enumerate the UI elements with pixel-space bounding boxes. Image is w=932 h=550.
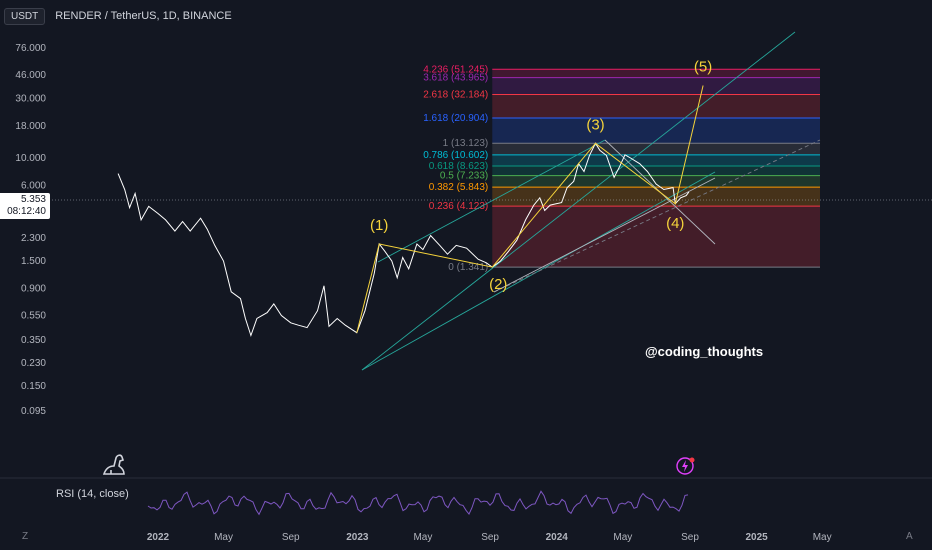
fibonacci-zones: 0 (1.341) 0.236 (4.123) 0.382 (5.843)0.5 (… xyxy=(423,64,820,273)
wave-label: (3) xyxy=(586,116,604,133)
time-tick-label: Sep xyxy=(481,532,499,543)
price-tick-label: 0.900 xyxy=(21,284,46,295)
channel-upper-line xyxy=(361,31,796,371)
rsi-line xyxy=(147,490,689,516)
elliott-wave-labels: (1) (2) (3) (4) (5) xyxy=(370,59,712,294)
price-tick-label: 6.000 xyxy=(21,181,46,192)
rsi-label[interactable]: RSI (14, close) xyxy=(56,488,129,500)
fib-zone xyxy=(492,69,820,78)
price-tick-label: 46.000 xyxy=(15,70,46,81)
fib-level-label: 1 (13.123) xyxy=(443,138,489,149)
wave-label: (1) xyxy=(370,217,388,234)
fib-zone xyxy=(492,206,820,268)
fib-zone xyxy=(492,94,820,118)
time-tick-label: 2022 xyxy=(147,532,170,543)
fib-zone xyxy=(492,175,820,188)
current-price: 5.353 xyxy=(20,194,46,205)
fib-zone xyxy=(492,154,820,167)
price-tick-label: 18.000 xyxy=(15,121,46,132)
fib-zone xyxy=(492,143,820,155)
fib-zone xyxy=(492,187,820,207)
time-tick-label: May xyxy=(813,532,832,543)
chart-header: USDT RENDER / TetherUS, 1D, BINANCE xyxy=(4,6,232,26)
watermark: @coding_thoughts xyxy=(645,344,763,359)
price-tick-label: 0.350 xyxy=(21,335,46,346)
fib-level-label: 0.236 (4.123) xyxy=(429,201,489,212)
bottom-left-letter[interactable]: Z xyxy=(22,531,29,542)
fib-level-label: 0.5 (7.233) xyxy=(440,171,488,182)
symbol-title: RENDER / TetherUS, 1D, BINANCE xyxy=(55,10,232,22)
fib-level-label: 0 (1.341) xyxy=(448,262,488,273)
fib-level-label: 0.382 (5.843) xyxy=(429,182,489,193)
price-series-line xyxy=(117,142,690,338)
dashed-trend-line xyxy=(493,139,821,293)
fib-zone xyxy=(492,166,820,176)
elliott-wave-lines xyxy=(356,85,704,333)
wave-label: (4) xyxy=(666,215,684,232)
current-price-tag: 5.353 08:12:40 xyxy=(0,193,50,219)
price-tick-label: 1.500 xyxy=(21,256,46,267)
time-tick-label: May xyxy=(613,532,632,543)
fib-zone xyxy=(492,77,820,95)
wave-label: (5) xyxy=(694,59,712,76)
rsi-pane xyxy=(0,477,932,516)
fib-level-label: 2.618 (32.184) xyxy=(423,90,488,101)
fib-level-label: 4.236 (51.245) xyxy=(423,64,488,75)
fib-level-label: 0.618 (8.623) xyxy=(429,161,489,172)
support-line xyxy=(493,177,716,293)
price-tick-label: 0.095 xyxy=(21,406,46,417)
price-tick-label: 0.150 xyxy=(21,381,46,392)
price-tick-label: 2.300 xyxy=(21,233,46,244)
price-tick-label: 76.000 xyxy=(15,43,46,54)
time-tick-label: Sep xyxy=(282,532,300,543)
time-tick-label: 2023 xyxy=(346,532,369,543)
elliott-wave-path xyxy=(356,85,704,333)
price-tick-label: 10.000 xyxy=(15,153,46,164)
time-tick-label: May xyxy=(214,532,233,543)
fib-level-label: 3.618 (43.965) xyxy=(423,73,488,84)
wave-label: (2) xyxy=(489,276,507,293)
time-tick-label: Sep xyxy=(681,532,699,543)
fib-level-label: 1.618 (20.904) xyxy=(423,113,488,124)
alert-bolt-icon[interactable] xyxy=(676,456,696,476)
price-tick-label: 0.230 xyxy=(21,358,46,369)
price-axis[interactable]: 76.00046.00030.00018.00010.0006.0003.500… xyxy=(15,43,46,417)
bar-countdown: 08:12:40 xyxy=(7,206,46,217)
price-tick-label: 0.550 xyxy=(21,310,46,321)
tradingview-dino-icon xyxy=(102,454,125,475)
time-tick-label: 2025 xyxy=(746,532,769,543)
fib-zone xyxy=(492,117,820,144)
time-tick-label: 2024 xyxy=(546,532,569,543)
time-axis[interactable]: 2022 May Sep 2023 May Sep 2024 May Sep 2025 May xyxy=(147,532,832,543)
currency-badge[interactable]: USDT xyxy=(4,7,46,25)
bottom-right-letter[interactable]: A xyxy=(906,531,913,542)
price-tick-label: 30.000 xyxy=(15,93,46,104)
time-tick-label: May xyxy=(413,532,432,543)
fib-level-label: 0.786 (10.602) xyxy=(423,150,488,161)
channel-mid-line xyxy=(377,139,606,263)
